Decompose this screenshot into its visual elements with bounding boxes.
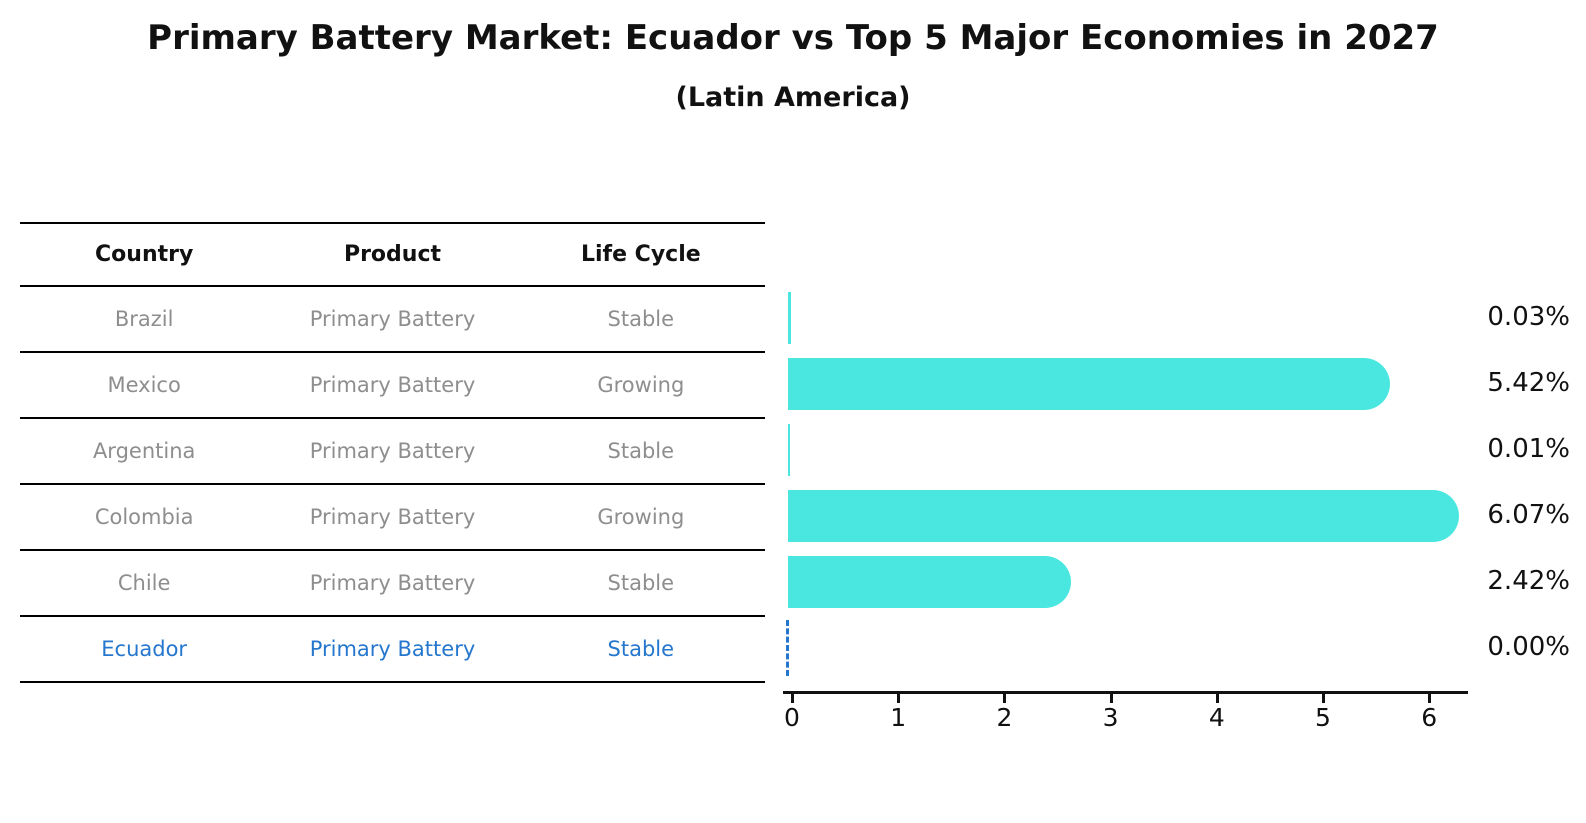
x-axis xyxy=(783,691,1468,694)
bar-brazil xyxy=(788,292,791,344)
country-table: Country Product Life Cycle Brazil Primary… xyxy=(20,222,765,683)
table-body: Brazil Primary Battery Stable Mexico Primary… xyxy=(20,287,765,683)
x-tick-mark-5 xyxy=(1322,694,1325,703)
life-cycle-cell: Stable xyxy=(607,307,675,331)
table-row-chile: Chile Primary Battery Stable xyxy=(20,551,765,617)
table-row-mexico: Mexico Primary Battery Growing xyxy=(20,353,765,419)
x-tick-mark-1 xyxy=(897,694,901,703)
x-tick-mark-4 xyxy=(1215,694,1219,703)
product-cell: Primary Battery xyxy=(309,571,476,595)
product-cell: Primary Battery xyxy=(309,637,476,661)
table-row-colombia: Colombia Primary Battery Growing xyxy=(20,485,765,551)
bar-argentina xyxy=(788,424,790,476)
x-tick-label-3: 3 xyxy=(1102,703,1119,732)
life-cycle-cell: Stable xyxy=(607,439,675,463)
x-tick-mark-2 xyxy=(1003,694,1007,703)
table-header-row: Country Product Life Cycle xyxy=(20,222,765,287)
x-tick-mark-3 xyxy=(1109,694,1113,703)
country-cell: Argentina xyxy=(92,439,196,463)
life-cycle-cell: Growing xyxy=(597,373,685,397)
bar-mexico xyxy=(788,358,1390,410)
x-tick-label-5: 5 xyxy=(1315,703,1331,732)
value-label-ecuador: 0.00% xyxy=(1487,632,1570,662)
table-row-brazil: Brazil Primary Battery Stable xyxy=(20,287,765,353)
bar-chile xyxy=(788,556,1071,608)
value-label-argentina: 0.01% xyxy=(1487,434,1570,464)
bar-ecuador-dashed-marker xyxy=(786,620,789,676)
life-cycle-cell: Growing xyxy=(597,505,685,529)
table-header-life-cycle: Life Cycle xyxy=(580,242,701,267)
life-cycle-cell: Stable xyxy=(607,571,675,595)
table-row-ecuador: Ecuador Primary Battery Stable xyxy=(20,617,765,683)
page-subtitle: (Latin America) xyxy=(675,82,911,113)
value-label-brazil: 0.03% xyxy=(1487,302,1570,332)
product-cell: Primary Battery xyxy=(309,439,476,463)
product-cell: Primary Battery xyxy=(309,307,476,331)
x-tick-label-4: 4 xyxy=(1208,703,1225,732)
value-label-colombia: 6.07% xyxy=(1487,500,1570,530)
x-tick-label-0: 0 xyxy=(784,703,800,732)
country-cell: Ecuador xyxy=(101,637,188,661)
table-header-country: Country xyxy=(95,242,194,267)
x-tick-mark-0 xyxy=(791,694,794,703)
x-tick-label-1: 1 xyxy=(890,703,907,732)
life-cycle-cell: Stable xyxy=(607,637,675,661)
product-cell: Primary Battery xyxy=(309,373,476,397)
country-cell: Chile xyxy=(117,571,171,595)
country-cell: Colombia xyxy=(94,505,194,529)
value-label-chile: 2.42% xyxy=(1487,566,1570,596)
country-cell: Mexico xyxy=(107,373,181,397)
value-label-mexico: 5.42% xyxy=(1487,368,1570,398)
page-title: Primary Battery Market: Ecuador vs Top 5… xyxy=(147,18,1439,58)
bar-colombia xyxy=(788,490,1459,542)
product-cell: Primary Battery xyxy=(309,505,476,529)
x-tick-label-2: 2 xyxy=(996,703,1013,732)
table-header-product: Product xyxy=(343,242,442,267)
country-cell: Brazil xyxy=(114,307,174,331)
table-row-argentina: Argentina Primary Battery Stable xyxy=(20,419,765,485)
x-tick-mark-6 xyxy=(1428,694,1432,703)
x-tick-label-6: 6 xyxy=(1421,703,1438,732)
